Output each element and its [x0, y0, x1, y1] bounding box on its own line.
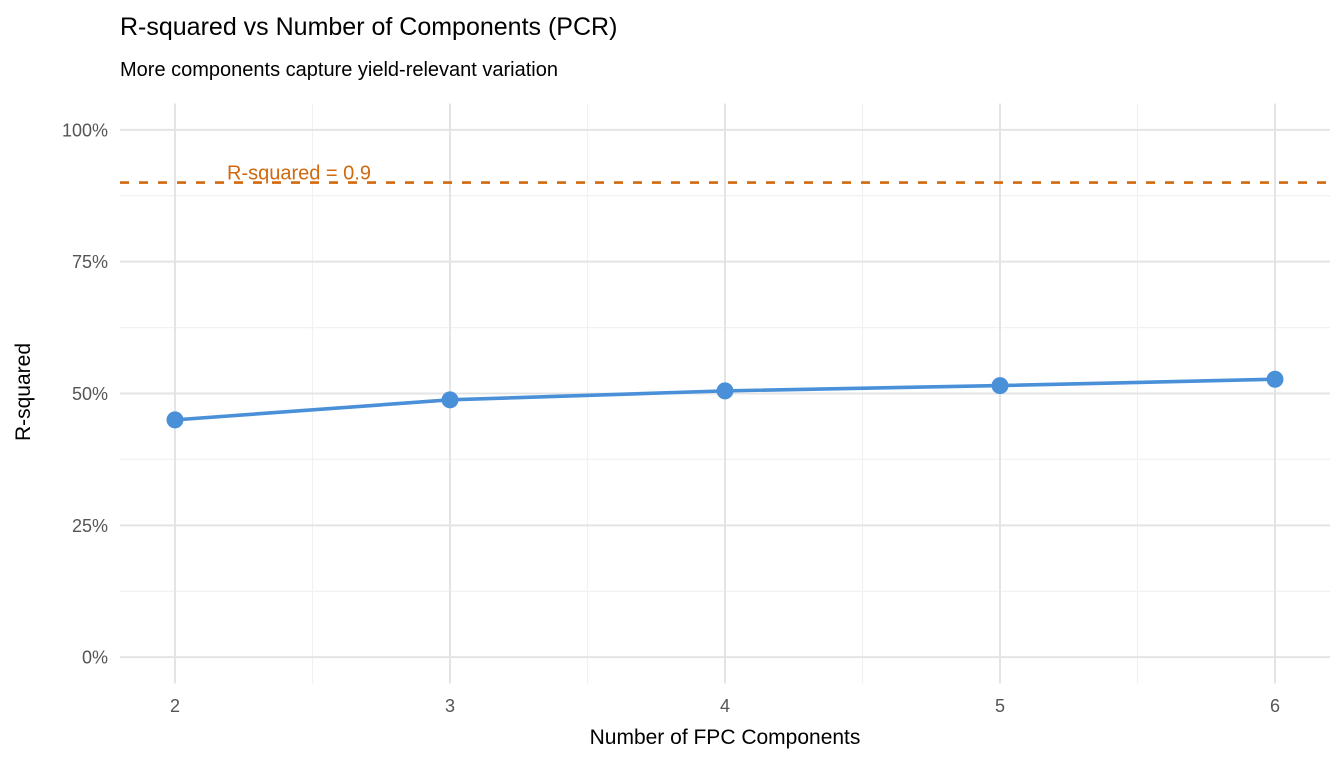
data-point	[1266, 370, 1284, 388]
y-tick-label: 25%	[72, 516, 108, 536]
data-point	[166, 411, 184, 429]
x-tick-label: 4	[720, 696, 730, 716]
x-tick-label: 5	[995, 696, 1005, 716]
y-tick-label: 50%	[72, 384, 108, 404]
y-tick-label: 0%	[82, 648, 108, 668]
chart-subtitle: More components capture yield-relevant v…	[120, 59, 558, 81]
data-point	[991, 377, 1009, 395]
data-point	[441, 391, 459, 409]
x-tick-label: 3	[445, 696, 455, 716]
x-axis-title: Number of FPC Components	[589, 726, 861, 749]
reference-line-label: R-squared = 0.9	[227, 163, 371, 185]
data-point	[716, 382, 734, 400]
x-tick-label: 2	[170, 696, 180, 716]
y-tick-label: 75%	[72, 252, 108, 272]
chart-title: R-squared vs Number of Components (PCR)	[120, 13, 618, 41]
x-tick-label: 6	[1270, 696, 1280, 716]
y-tick-label: 100%	[62, 120, 108, 140]
